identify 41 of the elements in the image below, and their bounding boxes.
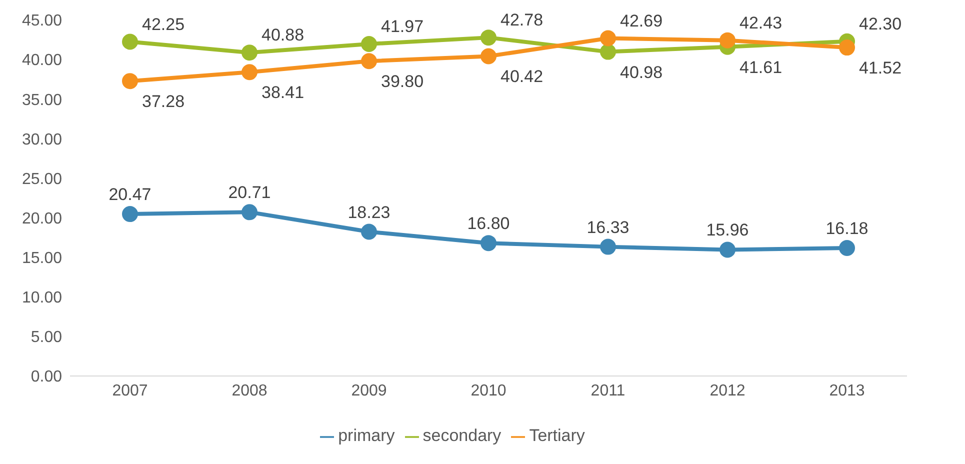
y-tick-label: 30.00 [22,131,62,148]
data-label: 16.80 [467,214,510,234]
data-label: 42.69 [620,11,663,30]
y-tick-label: 20.00 [22,210,62,228]
data-label: 41.61 [740,58,782,77]
y-tick-label: 35.00 [22,92,62,109]
data-label: 39.80 [381,72,424,92]
data-label: 37.28 [142,92,185,112]
data-label: 38.41 [262,83,304,102]
x-tick-label: 2010 [470,382,506,400]
data-label: 42.78 [500,10,544,30]
data-label: 18.23 [348,202,390,222]
data-label: 20.71 [228,183,271,202]
y-tick-label: 10.00 [22,290,62,307]
data-label: 15.96 [706,220,749,240]
data-label: 40.98 [620,62,663,82]
data-label: 40.88 [262,26,304,45]
y-tick-label: 25.00 [22,170,62,188]
data-label: 41.97 [381,16,424,36]
data-label: 40.42 [500,67,544,86]
x-tick-label: 2007 [112,382,148,400]
x-tick-label: 2008 [232,382,268,400]
y-tick-label: 0.00 [30,368,62,386]
data-label: 42.25 [142,14,185,34]
y-tick-label: 40.00 [22,52,62,70]
data-label: 42.30 [859,14,902,34]
y-tick-label: 15.00 [22,250,62,268]
y-tick-label: 45.00 [22,12,62,30]
y-tick-label: 5.00 [30,329,62,346]
data-label: 42.43 [740,13,782,32]
legend-label: primary [338,426,395,445]
x-tick-label: 2013 [829,382,865,400]
data-label: 41.52 [859,58,902,78]
x-tick-label: 2011 [590,382,626,400]
data-label: 16.18 [826,219,868,238]
legend-label: Tertiary [529,426,585,445]
data-label: 16.33 [586,218,630,237]
x-tick-label: 2012 [710,382,746,400]
legend-label: secondary [422,426,502,445]
x-tick-label: 2009 [351,382,387,400]
data-label: 20.47 [108,185,152,204]
